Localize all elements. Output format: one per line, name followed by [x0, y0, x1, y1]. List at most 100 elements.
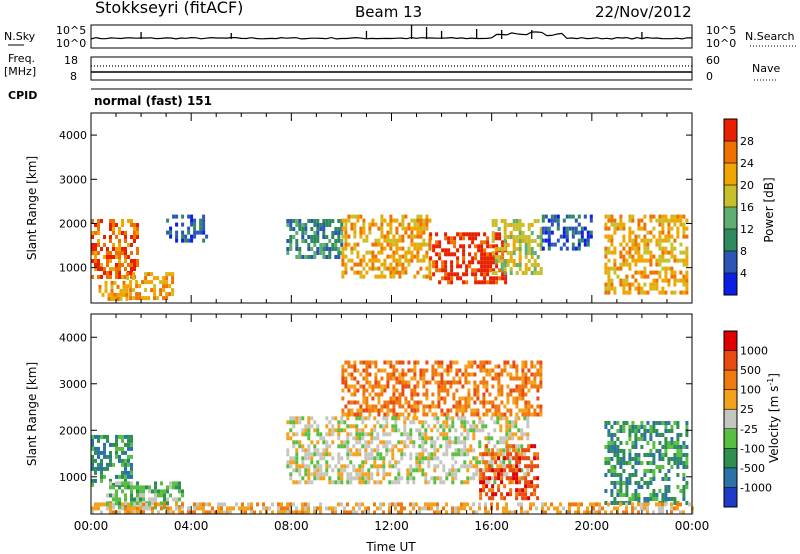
data-cell	[425, 266, 429, 271]
data-cell	[430, 428, 434, 433]
data-cell	[358, 476, 362, 481]
data-cell	[376, 472, 380, 477]
data-cell	[410, 226, 414, 231]
data-cell	[154, 505, 157, 510]
data-cell	[169, 485, 172, 490]
data-cell	[406, 444, 410, 449]
data-cell	[307, 468, 311, 473]
data-cell	[458, 396, 462, 401]
data-cell	[634, 461, 638, 465]
data-cell	[580, 238, 584, 243]
data-cell	[550, 502, 553, 507]
data-cell	[289, 510, 292, 515]
data-cell	[536, 372, 540, 377]
data-cell	[359, 372, 363, 377]
data-cell	[424, 502, 427, 507]
data-cell	[325, 255, 329, 259]
data-cell	[628, 250, 632, 255]
data-cell	[445, 420, 449, 425]
data-cell	[101, 292, 105, 297]
data-cell	[418, 464, 422, 469]
data-cell	[479, 488, 483, 493]
data-cell	[512, 227, 516, 231]
data-cell	[368, 230, 372, 235]
data-cell	[456, 264, 460, 269]
data-cell	[607, 282, 611, 287]
data-cell	[124, 485, 127, 490]
data-cell	[364, 448, 368, 453]
data-cell	[613, 433, 617, 437]
data-cell	[304, 432, 308, 437]
data-cell	[425, 274, 429, 279]
data-cell	[491, 488, 495, 493]
data-cell	[319, 436, 323, 441]
data-cell	[380, 234, 384, 239]
data-cell	[319, 510, 322, 515]
data-cell	[530, 360, 534, 365]
data-cell	[289, 219, 293, 223]
data-cell	[175, 497, 178, 502]
x-tick-label-6: 00:00	[675, 519, 710, 533]
data-cell	[435, 252, 439, 257]
data-cell	[482, 396, 486, 401]
data-cell	[310, 219, 314, 223]
data-cell	[341, 246, 345, 251]
data-cell	[355, 472, 359, 477]
data-cell	[377, 396, 381, 401]
data-cell	[437, 384, 441, 389]
data-cell	[126, 276, 130, 281]
data-cell	[491, 404, 495, 409]
data-cell	[619, 262, 623, 267]
data-cell	[470, 408, 474, 413]
data-cell	[395, 242, 399, 247]
data-cell	[159, 280, 163, 285]
data-cell	[478, 416, 482, 421]
data-cell	[430, 502, 433, 507]
data-cell	[362, 238, 366, 243]
data-cell	[488, 468, 492, 473]
data-cell	[316, 235, 320, 239]
data-cell	[121, 263, 124, 267]
colorbar-tick-label-5: 24	[740, 157, 754, 170]
data-cell	[559, 510, 562, 515]
data-cell	[415, 456, 419, 461]
data-cell	[523, 416, 527, 421]
data-cell	[652, 489, 656, 493]
data-cell	[487, 510, 490, 515]
data-cell	[514, 424, 518, 429]
data-cell	[580, 234, 584, 239]
data-cell	[301, 456, 305, 461]
data-cell	[416, 380, 420, 385]
data-cell	[435, 240, 439, 245]
data-cell	[389, 274, 393, 279]
data-cell	[427, 502, 430, 507]
data-cell	[337, 472, 341, 477]
data-cell	[431, 372, 435, 377]
data-cell	[341, 408, 345, 413]
data-cell	[337, 251, 341, 255]
data-cell	[451, 440, 455, 445]
data-cell	[353, 360, 357, 365]
data-cell	[655, 429, 659, 433]
data-cell	[319, 243, 323, 247]
data-cell	[91, 446, 94, 451]
data-cell	[521, 448, 525, 453]
data-cell	[379, 456, 383, 461]
data-cell	[628, 246, 632, 251]
data-cell	[406, 416, 410, 421]
data-cell	[670, 270, 674, 275]
data-cell	[643, 469, 647, 473]
data-cell	[392, 234, 396, 239]
data-cell	[655, 238, 659, 243]
data-cell	[541, 506, 544, 511]
data-cell	[289, 420, 293, 425]
data-cell	[556, 214, 560, 219]
data-cell	[136, 493, 139, 498]
data-cell	[413, 218, 417, 223]
data-cell	[512, 360, 516, 365]
data-cell	[365, 396, 369, 401]
data-cell	[637, 453, 641, 457]
data-cell	[607, 258, 611, 263]
data-cell	[459, 236, 463, 241]
